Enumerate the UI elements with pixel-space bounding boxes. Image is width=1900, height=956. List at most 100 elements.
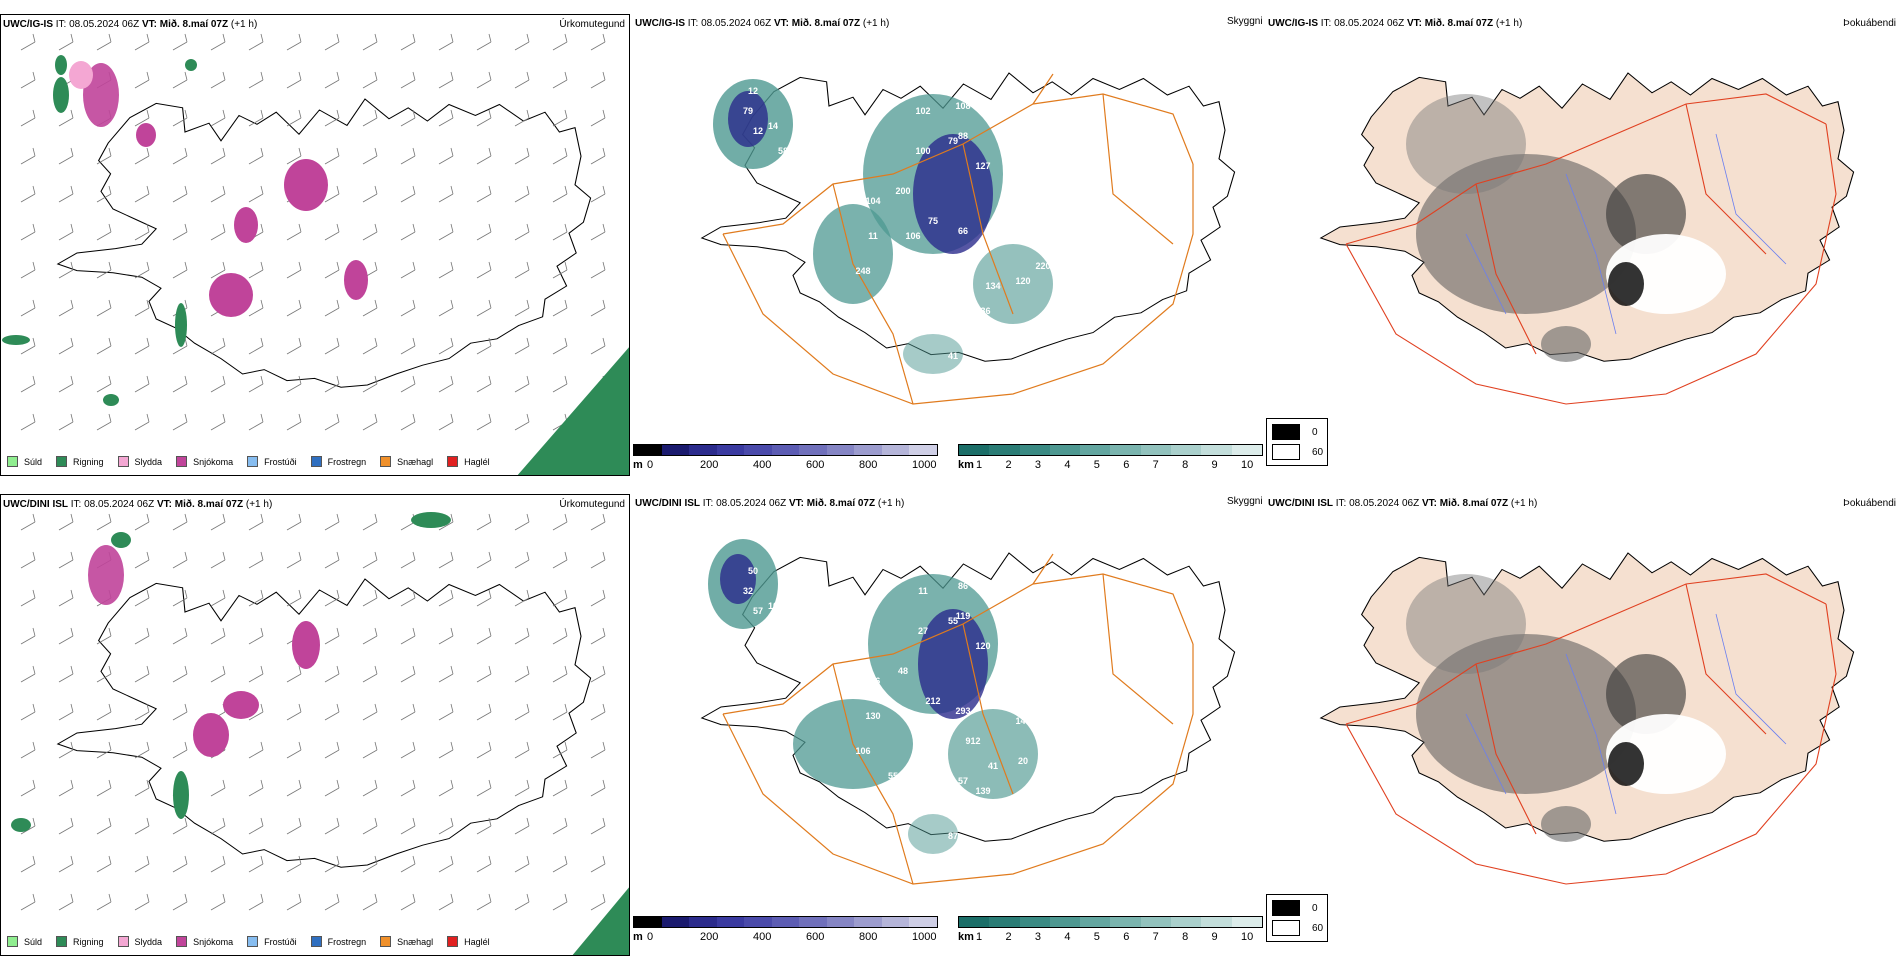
visibility-value-label: 134 xyxy=(985,281,1000,291)
wind-barb xyxy=(20,855,36,873)
visibility-value-label: 65 xyxy=(918,806,928,816)
wind-barb xyxy=(438,375,454,393)
colorbar-step xyxy=(634,445,662,455)
wind-barb xyxy=(286,299,302,317)
wind-barb xyxy=(96,223,112,241)
visibility-value-label: 79 xyxy=(948,136,958,146)
wind-barb xyxy=(96,147,112,165)
fog-index-panel-bottom: UWC/DINI ISL IT: 08.05.2024 06Z VT: Mið.… xyxy=(1266,494,1900,950)
visibility-value-label: 116 xyxy=(866,676,881,686)
colorbar-step xyxy=(1019,917,1050,927)
visibility-value-label: 912 xyxy=(965,736,980,746)
visibility-value-label: 146 xyxy=(1015,716,1030,726)
visibility-value-label: 88 xyxy=(998,216,1008,226)
wind-barb xyxy=(324,551,340,569)
wind-barb xyxy=(438,71,454,89)
colorbar-tick: 3 xyxy=(1034,459,1041,471)
wind-barb xyxy=(96,299,112,317)
wind-barb xyxy=(248,703,264,721)
wind-barb xyxy=(248,589,264,607)
wind-barb xyxy=(514,817,530,835)
visibility-value-label: 106 xyxy=(905,231,920,241)
wind-barb xyxy=(58,855,74,873)
wind-barb xyxy=(590,817,606,835)
wind-barb xyxy=(476,185,492,203)
wind-barb xyxy=(476,589,492,607)
wind-barb xyxy=(58,185,74,203)
colorbar-step xyxy=(744,917,772,927)
wind-barb xyxy=(172,33,188,51)
legend-label: Rigning xyxy=(73,456,104,467)
wind-barb xyxy=(286,147,302,165)
wind-barb xyxy=(134,779,150,797)
visibility-value-label: 41 xyxy=(948,351,958,361)
visibility-value-label: 102 xyxy=(915,106,930,116)
wind-barb xyxy=(172,513,188,531)
wind-barb xyxy=(96,741,112,759)
wind-barb xyxy=(96,893,112,911)
wind-barb xyxy=(58,413,74,431)
legend-swatch xyxy=(380,456,392,467)
wind-barb xyxy=(58,513,74,531)
wind-barb xyxy=(362,337,378,355)
wind-barb xyxy=(172,665,188,683)
wind-barb xyxy=(590,855,606,873)
visibility-value-label: 75 xyxy=(928,216,938,226)
wind-barb xyxy=(286,33,302,51)
visibility-value-label: 139 xyxy=(975,786,990,796)
wind-barb xyxy=(286,109,302,127)
legend-swatch xyxy=(176,936,188,947)
wind-barb xyxy=(20,817,36,835)
colorbar-step xyxy=(881,917,910,927)
wind-barb xyxy=(324,185,340,203)
colorbar-tick: 1000 xyxy=(912,931,937,943)
wind-barb xyxy=(438,703,454,721)
wind-barb xyxy=(362,741,378,759)
visibility-value-label: 200 xyxy=(895,186,910,196)
legend-item: Rigning xyxy=(56,936,104,947)
visibility-value-label: 182 xyxy=(905,711,920,721)
visibility-km-colorbar xyxy=(958,916,1263,928)
wind-barb xyxy=(438,589,454,607)
colorbar-tick: 10 xyxy=(1241,931,1254,943)
precip-type-panel-top: UWC/IG-IS IT: 08.05.2024 06Z VT: Mið. 8.… xyxy=(0,14,630,476)
wind-barb xyxy=(210,551,226,569)
colorbar-tick: 7 xyxy=(1152,459,1159,471)
wind-barb xyxy=(514,589,530,607)
panel-header: UWC/DINI ISL IT: 08.05.2024 06Z VT: Mið.… xyxy=(635,498,905,509)
visibility-value-label: 58 xyxy=(778,146,788,156)
wind-barb xyxy=(248,741,264,759)
colorbar-tick: 400 xyxy=(753,459,772,471)
visibility-value-label: 27 xyxy=(808,166,818,176)
wind-barb xyxy=(286,337,302,355)
visibility-m-colorbar xyxy=(633,444,938,456)
wind-barb xyxy=(324,589,340,607)
wind-barb xyxy=(96,817,112,835)
wind-barb xyxy=(514,223,530,241)
visibility-value-label: 119 xyxy=(956,611,971,621)
wind-barb xyxy=(248,627,264,645)
visibility-value-label: 212 xyxy=(925,696,940,706)
wind-barb xyxy=(552,741,568,759)
visibility-value-label: 127 xyxy=(975,161,990,171)
wind-barb xyxy=(514,513,530,531)
wind-barb xyxy=(552,551,568,569)
wind-barb xyxy=(400,299,416,317)
wind-barb xyxy=(590,185,606,203)
wind-barb xyxy=(476,893,492,911)
wind-barb xyxy=(514,779,530,797)
colorbar-tick: 10 xyxy=(1241,459,1254,471)
wind-barb xyxy=(552,261,568,279)
wind-barb xyxy=(20,779,36,797)
wind-barb xyxy=(248,855,264,873)
panel-title: Skyggni xyxy=(1227,16,1263,27)
wind-barb xyxy=(134,551,150,569)
wind-barb xyxy=(286,551,302,569)
wind-barb xyxy=(20,741,36,759)
colorbar-step xyxy=(744,445,772,455)
wind-barb xyxy=(552,147,568,165)
wind-barb xyxy=(134,185,150,203)
wind-barb xyxy=(552,855,568,873)
wind-barb xyxy=(172,109,188,127)
